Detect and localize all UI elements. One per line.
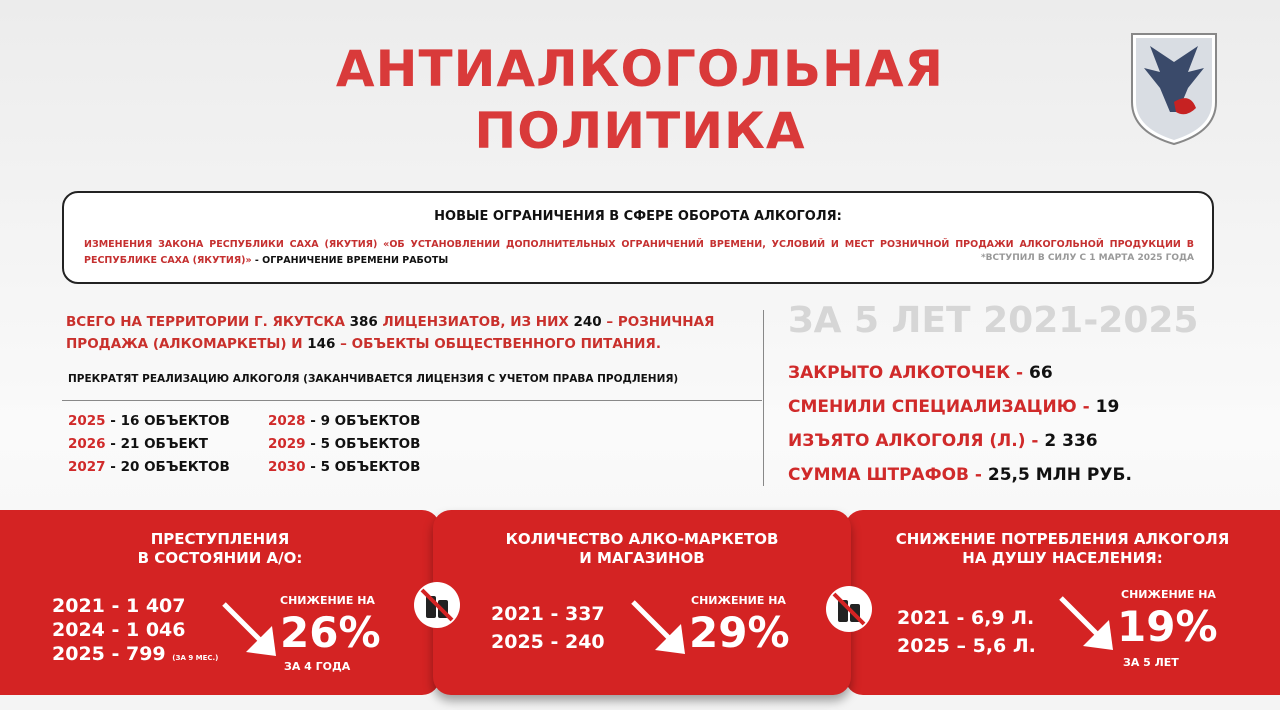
- stop-heading: ПРЕКРАТЯТ РЕАЛИЗАЦИЮ АЛКОГОЛЯ (ЗАКАНЧИВА…: [68, 373, 679, 385]
- title-line-1: АНТИАЛКОГОЛЬНАЯ: [335, 40, 945, 98]
- effective-date-note: *ВСТУПИЛ В СИЛУ С 1 МАРТА 2025 ГОДА: [980, 253, 1194, 263]
- stat-item: ЗАКРЫТО АЛКОТОЧЕК - 66: [788, 363, 1053, 383]
- stat-value: 25,5 МЛН РУБ.: [987, 465, 1132, 485]
- decrease-percent: 26%: [280, 608, 381, 657]
- divider: [763, 310, 764, 486]
- schedule-item: 2026 - 21 ОБЪЕКТ: [68, 436, 208, 452]
- decrease-period: ЗА 5 ЛЕТ: [1123, 656, 1179, 669]
- title-line: СНИЖЕНИЕ ПОТРЕБЛЕНИЯ АЛКОГОЛЯ: [895, 530, 1230, 548]
- decrease-percent: 19%: [1117, 602, 1218, 651]
- consumption-panel: СНИЖЕНИЕ ПОТРЕБЛЕНИЯ АЛКОГОЛЯ НА ДУШУ НАС…: [845, 510, 1280, 695]
- no-alcohol-icon: [826, 586, 872, 632]
- year: 2025: [68, 413, 106, 429]
- decrease-label: СНИЖЕНИЕ НА: [691, 594, 786, 607]
- note: (ЗА 9 МЕС.): [172, 654, 219, 662]
- coat-of-arms-icon: [1131, 33, 1217, 146]
- value-row: 2024 - 1 046: [52, 619, 186, 641]
- stat-item: СУММА ШТРАФОВ - 25,5 МЛН РУБ.: [788, 465, 1132, 485]
- value: 5 ОБЪЕКТОВ: [320, 436, 421, 452]
- value: 16 ОБЪЕКТОВ: [120, 413, 230, 429]
- value: 9 ОБЪЕКТОВ: [320, 413, 421, 429]
- title-line: КОЛИЧЕСТВО АЛКО-МАРКЕТОВ: [505, 530, 779, 548]
- schedule-item: 2025 - 16 ОБЪЕКТОВ: [68, 413, 230, 429]
- divider: [62, 400, 762, 401]
- retail-count: 240: [573, 314, 602, 330]
- value-row: 2025 – 5,6 Л.: [897, 635, 1036, 657]
- value: 21 ОБЪЕКТ: [120, 436, 208, 452]
- year: 2028: [268, 413, 306, 429]
- value-row: 2021 - 337: [491, 603, 605, 625]
- schedule-item: 2029 - 5 ОБЪЕКТОВ: [268, 436, 421, 452]
- stat-label: ИЗЪЯТО АЛКОГОЛЯ (Л.): [788, 431, 1026, 451]
- stat-value: 19: [1095, 397, 1120, 417]
- title-line: В СОСТОЯНИИ А/О:: [137, 549, 303, 567]
- value-row: 2021 - 1 407: [52, 595, 186, 617]
- law-suffix: - ОГРАНИЧЕНИЕ ВРЕМЕНИ РАБОТЫ: [251, 255, 449, 266]
- panel-title: ПРЕСТУПЛЕНИЯ В СОСТОЯНИИ А/О:: [0, 530, 440, 568]
- value: 5 ОБЪЕКТОВ: [320, 459, 421, 475]
- year: 2030: [268, 459, 306, 475]
- stats-list: ЗАКРЫТО АЛКОТОЧЕК - 66 СМЕНИЛИ СПЕЦИАЛИЗ…: [788, 356, 1132, 492]
- schedule-item: 2030 - 5 ОБЪЕКТОВ: [268, 459, 421, 475]
- page-title: АНТИАЛКОГОЛЬНАЯ ПОЛИТИКА: [0, 38, 1280, 162]
- decrease-label: СНИЖЕНИЕ НА: [1121, 588, 1216, 601]
- catering-count: 146: [307, 336, 336, 352]
- text: – РОЗНИЧНАЯ ПРОДАЖА (АЛКОМАРКЕТЫ) И: [66, 314, 715, 352]
- decrease-period: ЗА 4 ГОДА: [284, 660, 351, 673]
- no-alcohol-icon: [414, 582, 460, 628]
- year: 2029: [268, 436, 306, 452]
- stat-label: СУММА ШТРАФОВ: [788, 465, 969, 485]
- stat-item: СМЕНИЛИ СПЕЦИАЛИЗАЦИЮ - 19: [788, 397, 1120, 417]
- arrow-down-right-icon: [222, 602, 276, 656]
- value: 2025 - 799: [52, 643, 166, 665]
- text: ЛИЦЕНЗИАТОВ, ИЗ НИХ: [377, 314, 574, 330]
- year: 2026: [68, 436, 106, 452]
- period-heading: ЗА 5 ЛЕТ 2021-2025: [788, 300, 1199, 341]
- decrease-label: СНИЖЕНИЕ НА: [280, 594, 375, 607]
- stat-item: ИЗЪЯТО АЛКОГОЛЯ (Л.) - 2 336: [788, 431, 1098, 451]
- stat-value: 2 336: [1044, 431, 1098, 451]
- arrow-down-right-icon: [631, 600, 685, 654]
- year: 2027: [68, 459, 106, 475]
- stores-panel: КОЛИЧЕСТВО АЛКО-МАРКЕТОВ И МАГАЗИНОВ 2021…: [433, 510, 851, 695]
- panel-values: 2021 - 1 407 2024 - 1 046 2025 - 799 (ЗА…: [52, 594, 218, 670]
- arrow-down-right-icon: [1059, 596, 1113, 650]
- value-row: 2021 - 6,9 Л.: [897, 607, 1035, 629]
- crimes-panel: ПРЕСТУПЛЕНИЯ В СОСТОЯНИИ А/О: 2021 - 1 40…: [0, 510, 440, 695]
- stat-value: 66: [1029, 363, 1053, 383]
- law-text: ИЗМЕНЕНИЯ ЗАКОНА РЕСПУБЛИКИ САХА (ЯКУТИЯ…: [84, 237, 1194, 269]
- value-row: 2025 - 240: [491, 631, 605, 653]
- text: ВСЕГО НА ТЕРРИТОРИИ Г. ЯКУТСКА: [66, 314, 350, 330]
- total-count: 386: [349, 314, 378, 330]
- restrictions-box: НОВЫЕ ОГРАНИЧЕНИЯ В СФЕРЕ ОБОРОТА АЛКОГО…: [62, 191, 1214, 284]
- schedule-column: 2028 - 9 ОБЪЕКТОВ 2029 - 5 ОБЪЕКТОВ 2030…: [268, 410, 420, 479]
- panel-title: КОЛИЧЕСТВО АЛКО-МАРКЕТОВ И МАГАЗИНОВ: [433, 530, 851, 568]
- panel-values: 2021 - 337 2025 - 240: [491, 600, 605, 656]
- stat-label: ЗАКРЫТО АЛКОТОЧЕК: [788, 363, 1011, 383]
- licensees-summary: ВСЕГО НА ТЕРРИТОРИИ Г. ЯКУТСКА 386 ЛИЦЕН…: [66, 311, 746, 355]
- panel-values: 2021 - 6,9 Л. 2025 – 5,6 Л.: [897, 604, 1036, 660]
- restrictions-heading: НОВЫЕ ОГРАНИЧЕНИЯ В СФЕРЕ ОБОРОТА АЛКОГО…: [434, 209, 842, 224]
- law-name: ИЗМЕНЕНИЯ ЗАКОНА РЕСПУБЛИКИ САХА (ЯКУТИЯ…: [84, 239, 1194, 266]
- value-row: 2025 - 799 (ЗА 9 МЕС.): [52, 642, 218, 670]
- text: – ОБЪЕКТЫ ОБЩЕСТВЕННОГО ПИТАНИЯ.: [335, 336, 661, 352]
- panel-title: СНИЖЕНИЕ ПОТРЕБЛЕНИЯ АЛКОГОЛЯ НА ДУШУ НАС…: [845, 530, 1280, 568]
- schedule-item: 2028 - 9 ОБЪЕКТОВ: [268, 413, 421, 429]
- title-line: ПРЕСТУПЛЕНИЯ: [150, 530, 290, 548]
- title-line: НА ДУШУ НАСЕЛЕНИЯ:: [962, 549, 1163, 567]
- title-line: И МАГАЗИНОВ: [579, 549, 705, 567]
- value: 20 ОБЪЕКТОВ: [120, 459, 230, 475]
- stat-label: СМЕНИЛИ СПЕЦИАЛИЗАЦИЮ: [788, 397, 1077, 417]
- schedule-column: 2025 - 16 ОБЪЕКТОВ 2026 - 21 ОБЪЕКТ 2027…: [68, 410, 230, 479]
- title-line-2: ПОЛИТИКА: [474, 102, 806, 160]
- schedule-item: 2027 - 20 ОБЪЕКТОВ: [68, 459, 230, 475]
- decrease-percent: 29%: [689, 608, 790, 657]
